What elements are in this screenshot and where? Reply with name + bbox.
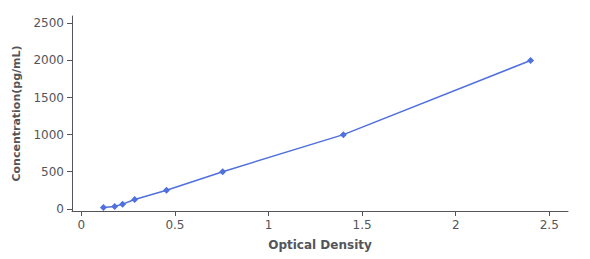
svg-text:2500: 2500 (33, 16, 64, 30)
svg-text:Optical Density: Optical Density (268, 238, 372, 252)
svg-text:1.5: 1.5 (353, 218, 372, 232)
svg-text:Concentration(pg/mL): Concentration(pg/mL) (10, 45, 23, 181)
svg-text:2.5: 2.5 (540, 218, 559, 232)
svg-text:2000: 2000 (33, 53, 64, 67)
svg-text:1000: 1000 (33, 128, 64, 142)
svg-text:0.5: 0.5 (165, 218, 184, 232)
svg-text:2: 2 (452, 218, 460, 232)
svg-text:0: 0 (78, 218, 86, 232)
svg-text:1500: 1500 (33, 91, 64, 105)
svg-text:0: 0 (56, 202, 64, 216)
svg-text:500: 500 (41, 165, 64, 179)
svg-text:1: 1 (265, 218, 273, 232)
